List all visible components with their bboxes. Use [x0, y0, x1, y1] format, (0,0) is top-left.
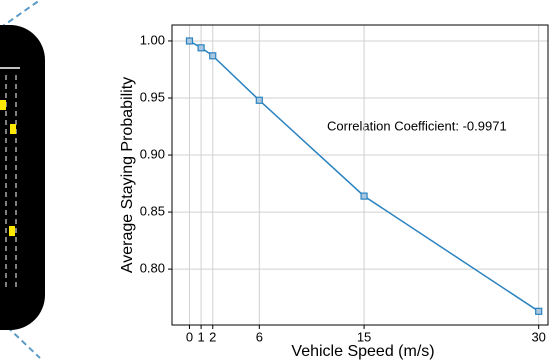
zoom-line [0, 0, 41, 29]
y-tick-label: 0.85 [140, 204, 165, 219]
vehicle [10, 124, 16, 134]
y-axis-label: Average Staying Probability [119, 77, 136, 273]
annotation: Correlation Coefficient: -0.9971 [327, 118, 507, 133]
x-tick-label: 15 [357, 329, 371, 344]
x-tick-label: 2 [209, 329, 216, 344]
data-point [360, 192, 368, 200]
data-point [185, 37, 194, 45]
vehicle [0, 100, 6, 110]
data-point [255, 96, 263, 104]
x-tick-label: 6 [256, 329, 263, 344]
y-tick-label: 0.80 [140, 261, 165, 276]
road [0, 25, 45, 330]
x-axis-label: Vehicle Speed (m/s) [291, 343, 434, 360]
plot-frame [171, 24, 549, 326]
y-tick-label: 0.95 [140, 89, 165, 104]
vehicle [9, 226, 15, 236]
data-point [535, 307, 543, 315]
y-tick-label: 1.00 [140, 32, 165, 47]
x-tick-label: 1 [197, 329, 204, 344]
x-tick-label: 0 [186, 329, 193, 344]
x-tick-label: 30 [531, 329, 545, 344]
data-point [209, 52, 217, 60]
zoom-line [0, 319, 41, 359]
road-illustration [0, 0, 45, 359]
data-point [197, 44, 205, 52]
y-tick-label: 0.90 [140, 146, 165, 161]
